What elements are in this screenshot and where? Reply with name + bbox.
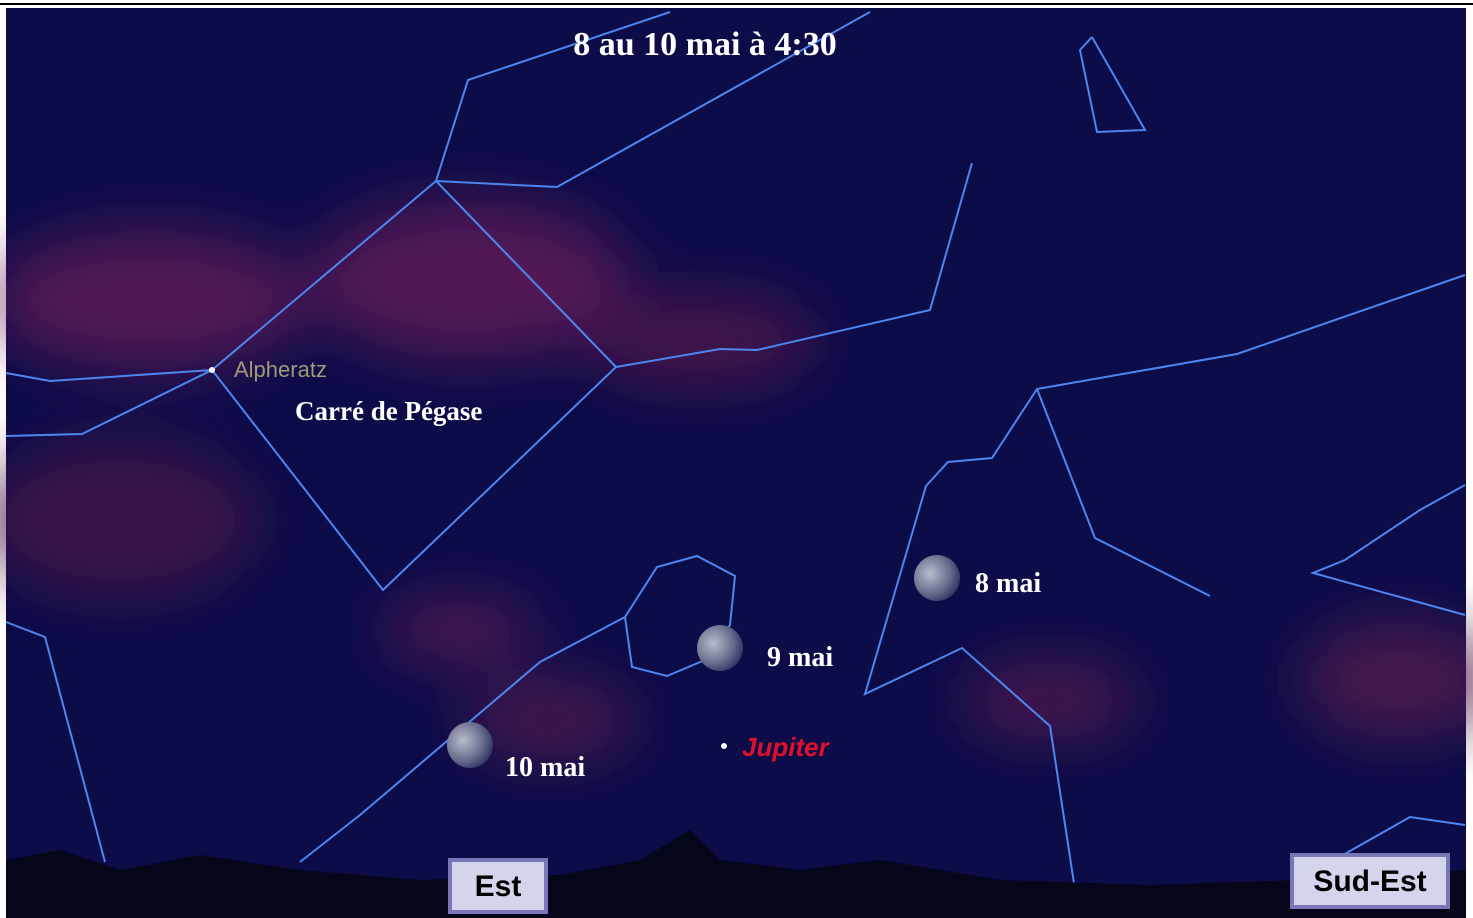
- moon: [697, 625, 743, 671]
- constellation-lines: [5, 11, 1466, 891]
- planet-label: Jupiter: [742, 732, 831, 762]
- moon-label: 8 mai: [975, 568, 1041, 599]
- direction-label: Est: [475, 870, 522, 903]
- moon-label: 10 mai: [505, 752, 585, 783]
- clouds: [0, 200, 1473, 760]
- direction-box: [1290, 853, 1450, 909]
- top-rule: [0, 3, 1473, 5]
- direction-label: Sud-Est: [1313, 865, 1426, 898]
- asterism-label: Carré de Pégase: [295, 396, 482, 426]
- star-label: Alpheratz: [234, 357, 327, 382]
- title: 8 au 10 mai à 4:30: [573, 26, 837, 63]
- direction-box: [448, 858, 548, 914]
- moon: [447, 722, 493, 768]
- moon: [914, 555, 960, 601]
- star: [209, 367, 215, 373]
- planet: [721, 743, 727, 749]
- sky: [6, 8, 1466, 918]
- horizon: [6, 830, 1466, 918]
- moon-label: 9 mai: [767, 642, 833, 673]
